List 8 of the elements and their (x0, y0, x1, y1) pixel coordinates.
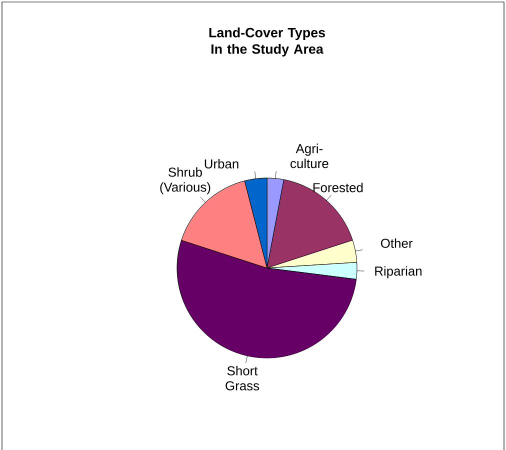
slice-label: Forested (313, 182, 363, 192)
slice-label: Shrub (Various) (160, 167, 210, 194)
slice-label: Short Grass (226, 366, 260, 390)
legend-label: Other (380, 238, 413, 248)
slice-label: Agri-culture (290, 144, 328, 168)
chart-title: Land-Cover Types In the Study Area (209, 28, 326, 56)
slice-label: Urban (204, 158, 238, 168)
slice-label: Riparian (375, 266, 422, 278)
